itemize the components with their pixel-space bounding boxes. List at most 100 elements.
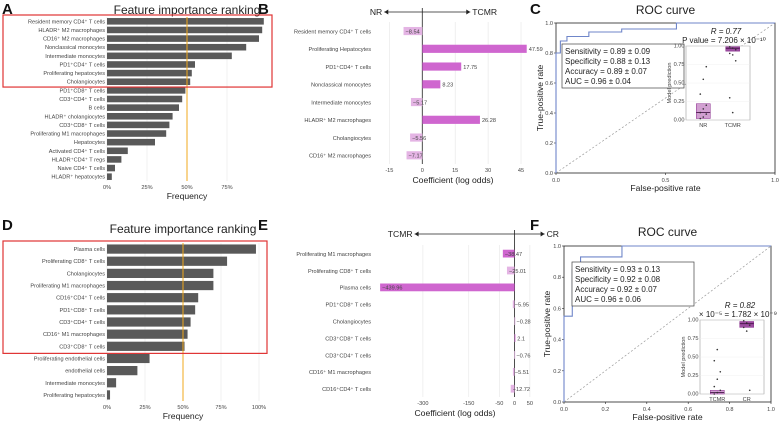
category-label: HLADR⁺ hepatocytes	[51, 174, 105, 181]
stat-line: Specificity = 0.92 ± 0.08	[575, 275, 661, 284]
stats-box	[571, 261, 695, 307]
category-label: Proliferating hepatocytes	[43, 71, 105, 77]
inset-point	[713, 359, 716, 362]
x-tick-label: 45	[518, 168, 524, 174]
inset-y-tick-label: 0.25	[674, 99, 685, 105]
inset-y-tick-label: 0.75	[674, 62, 685, 68]
y-tick-label: 1.0	[553, 244, 561, 250]
bar	[107, 130, 167, 137]
category-label: Plasma cells	[340, 286, 372, 292]
bar	[107, 138, 155, 146]
x-axis-label: False-positive rate	[630, 183, 700, 193]
inset-point	[745, 330, 748, 332]
x-tick-label: 100%	[252, 405, 266, 411]
y-tick-label: 0.4	[553, 338, 561, 344]
category-label: CD3⁺CD8⁺ T cells	[59, 343, 105, 350]
bar	[512, 300, 515, 309]
x-axis-label: False-positive rate	[632, 412, 702, 421]
category-label: CD3⁺CD4⁺ T cells	[325, 352, 371, 359]
category-label: CD16⁺CD4⁺ T cells	[322, 386, 371, 393]
arrow-head-left	[414, 231, 419, 237]
bar	[107, 378, 117, 388]
panel-f-roc: ROC curve 0.0 0.2 0.4 0.6 0.8 1.0 0.0 0.2 0.4 0.6 0…	[542, 225, 777, 422]
highlight-box	[2, 240, 268, 354]
inset-point	[705, 113, 708, 115]
bar	[107, 78, 191, 86]
bar	[410, 97, 423, 107]
category-label: HLADR⁺CD4⁺ T regs	[52, 156, 105, 163]
inset-point	[719, 371, 722, 373]
y-tick-label: 0.8	[545, 51, 553, 57]
inset-point	[731, 111, 734, 114]
x-tick-label: 25%	[139, 405, 150, 411]
x-tick-label: 0%	[103, 405, 111, 411]
bar	[422, 115, 480, 124]
bar	[107, 256, 228, 266]
inset-y-tick-label: 1.00	[674, 44, 685, 50]
data-label: −7.17	[409, 154, 423, 160]
category-label: PD1⁺CD4⁺ T cells	[326, 64, 372, 71]
inset-point	[728, 52, 731, 55]
inset-point	[699, 93, 702, 95]
category-label: CD16⁺CD4⁺ T cells	[56, 295, 105, 302]
data-label: 47.59	[529, 47, 543, 53]
inset-point	[702, 108, 705, 110]
arrow-head-right	[540, 231, 545, 237]
bar	[107, 164, 115, 172]
inset-box	[739, 321, 754, 328]
inset-y-label: Model prediction	[667, 62, 673, 103]
arrow-head-left	[384, 9, 389, 15]
bar	[107, 293, 199, 303]
category-label: Intermediate monocytes	[45, 381, 105, 387]
inset-point	[745, 322, 748, 324]
bar	[107, 329, 188, 339]
bar	[107, 244, 256, 254]
x-tick-label: 75%	[215, 405, 226, 411]
x-tick-label: 0%	[103, 185, 111, 191]
bar	[107, 61, 195, 68]
data-label: −5.51	[515, 370, 529, 376]
x-tick-label: 1.0	[767, 407, 775, 413]
x-tick-label: 15	[452, 168, 458, 174]
bar	[107, 268, 214, 279]
data-label: 2.1	[517, 336, 525, 342]
bar	[107, 95, 183, 103]
x-tick-label: 0.4	[643, 407, 651, 413]
category-label: Proliferating CD8⁺ T cells	[308, 268, 371, 275]
inset-point	[728, 97, 731, 99]
bar	[107, 173, 112, 180]
data-label: 17.75	[463, 65, 477, 71]
inset-point	[731, 47, 734, 50]
category-label: Cholangiocytes	[333, 136, 371, 142]
bar	[107, 43, 247, 51]
inset-point	[748, 389, 751, 392]
inset-y-tick-label: 1.00	[688, 318, 699, 324]
chance-line	[563, 245, 772, 403]
stat-line: Accuracy = 0.92 ± 0.07	[575, 285, 658, 294]
bar	[107, 121, 170, 129]
x-tick-label: -15	[385, 168, 393, 174]
x-tick-label: 30	[485, 168, 491, 174]
chart-title: Feature importance ranking	[110, 222, 257, 236]
bar	[403, 26, 423, 36]
chart-title: Feature importance ranking	[114, 3, 261, 17]
data-label: 8.23	[442, 83, 453, 89]
inset-point	[713, 385, 716, 388]
category-label: PD1⁺CD8⁺ T cells	[60, 307, 106, 314]
category-label: CD16⁺ M1 macrophages	[43, 331, 105, 338]
inset-point	[748, 324, 751, 326]
roc-curve	[555, 22, 775, 173]
inset-r-text: R = 0.77	[711, 27, 742, 36]
category-label: Proliferating M1 macrophages	[30, 284, 105, 290]
x-tick-label: 0.2	[602, 407, 610, 413]
x-tick-label: 50	[527, 401, 533, 407]
arrow-head-right	[466, 9, 471, 15]
x-tick-label: -50	[495, 401, 503, 407]
bar	[107, 365, 138, 376]
bar	[410, 133, 423, 142]
x-axis-label: Frequency	[163, 411, 204, 421]
highlight-box	[2, 14, 273, 88]
category-label: CD16⁺ M2 macrophages	[43, 36, 105, 43]
y-tick-label: 0.0	[553, 400, 561, 406]
direction-right-label: TCMR	[472, 7, 497, 17]
